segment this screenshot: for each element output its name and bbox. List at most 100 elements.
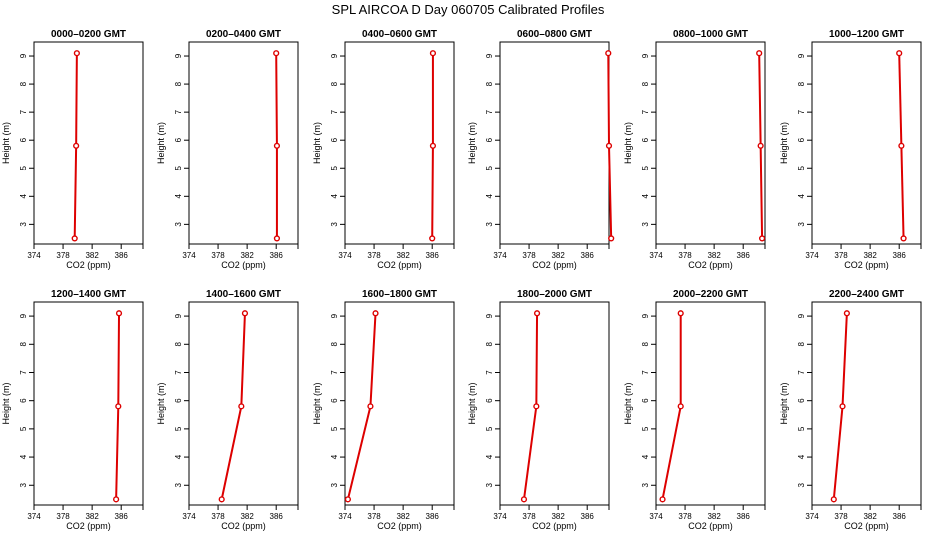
y-tick-label: 7 <box>797 370 806 375</box>
y-tick-label: 3 <box>797 222 806 227</box>
data-point <box>115 310 123 317</box>
plot-frame <box>655 301 766 506</box>
x-tick-label: 386 <box>893 512 907 521</box>
x-tick-label: 382 <box>707 512 721 521</box>
x-tick-label: 378 <box>522 251 536 260</box>
panel-title: 2200–2400 GMT <box>829 289 904 300</box>
data-point <box>273 142 281 149</box>
x-tick-label: 386 <box>737 251 751 260</box>
profile-panel: 2200–2400 GMT 374 378 382 386 3 4 5 6 7 8 9 CO2 (ppm… <box>779 289 922 531</box>
plot-frame <box>33 41 144 245</box>
y-tick-label: 9 <box>174 53 183 58</box>
data-point <box>898 142 905 149</box>
data-point <box>608 235 615 242</box>
x-tick-label: 386 <box>426 251 440 260</box>
panel-title: 1600–1800 GMT <box>362 289 437 300</box>
data-point <box>73 142 80 149</box>
y-axis-label: Height (m) <box>467 122 477 164</box>
data-point <box>758 235 766 242</box>
y-tick-label: 9 <box>330 313 339 318</box>
panel-title: 1400–1600 GMT <box>206 289 281 300</box>
y-tick-label: 8 <box>485 81 494 86</box>
y-tick-label: 4 <box>330 454 339 459</box>
y-tick-label: 7 <box>174 370 183 375</box>
x-axis-label: CO2 (ppm) <box>66 521 111 531</box>
x-tick-label: 382 <box>85 251 99 260</box>
y-tick-label: 3 <box>174 482 183 487</box>
plot-frame <box>655 41 766 245</box>
x-tick-label: 378 <box>834 251 848 260</box>
x-axis-label: CO2 (ppm) <box>66 260 111 270</box>
plot-frame <box>499 301 610 506</box>
y-tick-label: 6 <box>330 137 339 142</box>
data-point <box>677 310 684 317</box>
profile-panel: 1800–2000 GMT 374 378 382 386 3 4 5 6 7 8 9 CO2 (ppm… <box>467 289 610 531</box>
data-point <box>367 403 374 410</box>
y-axis-label: Height (m) <box>623 382 633 424</box>
y-tick-label: 6 <box>641 137 650 142</box>
data-point <box>659 496 666 503</box>
x-tick-label: 374 <box>805 512 819 521</box>
y-tick-label: 9 <box>485 313 494 318</box>
y-tick-label: 3 <box>797 482 806 487</box>
data-point <box>839 403 846 410</box>
x-axis-label: CO2 (ppm) <box>844 521 889 531</box>
y-tick-label: 3 <box>641 482 650 487</box>
profile-panel: 0600–0800 GMT 374 378 382 386 3 4 5 6 7 8 9 CO2 (ppm… <box>467 29 615 270</box>
x-tick-label: 378 <box>678 512 692 521</box>
y-tick-label: 5 <box>641 165 650 170</box>
x-tick-label: 382 <box>240 251 254 260</box>
plot-frame <box>344 301 455 506</box>
y-tick-label: 7 <box>485 370 494 375</box>
y-tick-label: 4 <box>797 454 806 459</box>
y-tick-label: 9 <box>641 313 650 318</box>
y-tick-label: 9 <box>330 53 339 58</box>
x-tick-label: 374 <box>493 512 507 521</box>
y-tick-label: 9 <box>19 313 28 318</box>
data-point <box>241 310 249 317</box>
y-tick-label: 4 <box>641 194 650 199</box>
x-tick-label: 386 <box>270 512 284 521</box>
y-tick-label: 8 <box>641 81 650 86</box>
y-tick-label: 7 <box>641 109 650 114</box>
x-tick-label: 378 <box>678 251 692 260</box>
x-tick-label: 378 <box>367 512 381 521</box>
x-tick-label: 386 <box>581 512 595 521</box>
x-tick-label: 378 <box>211 251 225 260</box>
y-axis-label: Height (m) <box>156 122 166 164</box>
y-tick-label: 5 <box>797 426 806 431</box>
y-tick-label: 7 <box>330 370 339 375</box>
data-point <box>273 235 281 242</box>
y-tick-label: 8 <box>19 81 28 86</box>
y-tick-label: 6 <box>19 398 28 403</box>
y-axis-label: Height (m) <box>1 382 11 424</box>
y-tick-label: 3 <box>485 222 494 227</box>
data-point <box>520 496 528 503</box>
x-tick-label: 374 <box>182 251 196 260</box>
y-tick-label: 3 <box>485 482 494 487</box>
y-tick-label: 4 <box>174 454 183 459</box>
y-tick-label: 5 <box>485 426 494 431</box>
y-tick-label: 6 <box>797 398 806 403</box>
y-tick-label: 4 <box>485 454 494 459</box>
data-point <box>900 235 907 242</box>
x-tick-label: 382 <box>863 512 877 521</box>
y-tick-label: 7 <box>641 370 650 375</box>
y-tick-label: 8 <box>485 342 494 347</box>
x-tick-label: 374 <box>649 251 663 260</box>
x-tick-label: 386 <box>270 251 284 260</box>
y-tick-label: 5 <box>797 165 806 170</box>
y-tick-label: 8 <box>19 342 28 347</box>
panel-title: 0800–1000 GMT <box>673 29 748 40</box>
y-tick-label: 7 <box>485 109 494 114</box>
x-tick-label: 378 <box>834 512 848 521</box>
x-tick-label: 386 <box>893 251 907 260</box>
data-point <box>344 496 352 503</box>
y-tick-label: 6 <box>485 398 494 403</box>
plot-frame <box>499 41 610 245</box>
x-tick-label: 374 <box>182 512 196 521</box>
y-axis-label: Height (m) <box>623 122 633 164</box>
y-tick-label: 9 <box>797 53 806 58</box>
